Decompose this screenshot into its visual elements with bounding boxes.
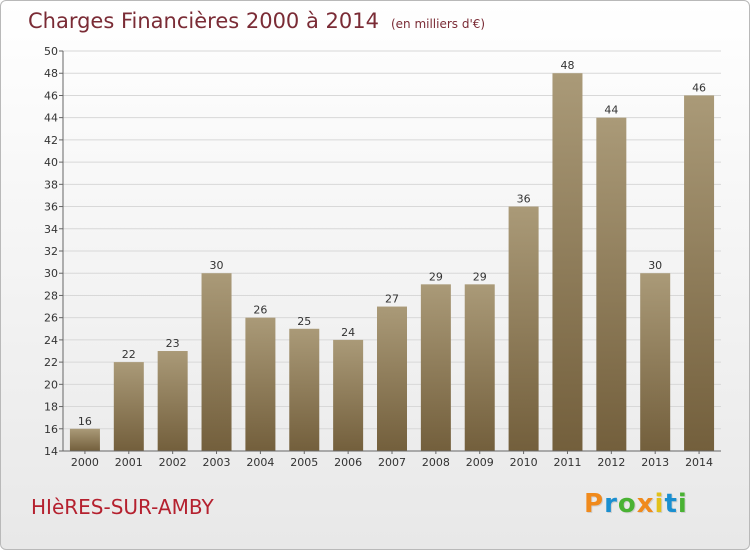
data-label: 22 — [122, 348, 136, 361]
y-tick-label: 28 — [44, 289, 58, 302]
y-tick-label: 50 — [44, 45, 58, 58]
bars — [69, 73, 715, 452]
y-tick-label: 30 — [44, 267, 58, 280]
x-tick-label: 2000 — [71, 456, 99, 469]
y-tick-label: 48 — [44, 67, 58, 80]
axes — [59, 50, 721, 454]
data-label: 16 — [78, 415, 92, 428]
y-tick-label: 42 — [44, 134, 58, 147]
x-tick-label: 2003 — [203, 456, 231, 469]
data-label: 27 — [385, 293, 399, 306]
logo-letter: r — [604, 489, 618, 519]
data-label: 30 — [210, 259, 224, 272]
logo-letter: i — [677, 489, 688, 519]
data-label: 29 — [429, 270, 443, 283]
bar — [69, 428, 100, 451]
bar — [464, 284, 495, 451]
bar — [157, 351, 188, 451]
bar — [420, 284, 451, 451]
x-tick-label: 2012 — [597, 456, 625, 469]
x-tick-label: 2014 — [685, 456, 713, 469]
chart-unit: (en milliers d'€) — [390, 17, 486, 31]
x-tick-label: 2005 — [290, 456, 318, 469]
commune-name: HIèRES-SUR-AMBY — [31, 495, 214, 519]
y-tick-label: 44 — [44, 112, 58, 125]
logo-letter: o — [617, 489, 637, 519]
x-tick-label: 2009 — [466, 456, 494, 469]
logo-letter: i — [654, 489, 665, 519]
x-tick-label: 2004 — [246, 456, 274, 469]
data-label: 30 — [648, 259, 662, 272]
x-tick-label: 2007 — [378, 456, 406, 469]
data-label: 44 — [604, 104, 618, 117]
bar — [289, 328, 320, 451]
proxiti-logo: Proxiti — [584, 489, 688, 519]
bar — [377, 306, 407, 451]
y-tick-label: 32 — [44, 245, 58, 258]
logo-letter: x — [636, 489, 655, 519]
x-tick-label: 2010 — [510, 456, 538, 469]
logo-letter: t — [664, 489, 678, 519]
y-tick-label: 24 — [44, 334, 58, 347]
bar — [508, 206, 539, 451]
y-tick-label: 26 — [44, 312, 58, 325]
x-tick-label: 2006 — [334, 456, 362, 469]
bar — [113, 362, 144, 451]
bar — [552, 73, 583, 451]
y-tick-label: 38 — [44, 178, 58, 191]
data-label: 24 — [341, 326, 355, 339]
y-tick-label: 22 — [44, 356, 58, 369]
data-label: 26 — [253, 304, 267, 317]
bar — [596, 117, 627, 452]
logo-letter: P — [584, 489, 605, 519]
data-label: 48 — [560, 59, 574, 72]
data-label: 29 — [473, 270, 487, 283]
bar — [684, 95, 715, 451]
bar — [333, 339, 364, 451]
x-tick-label: 2001 — [115, 456, 143, 469]
x-tick-label: 2011 — [553, 456, 581, 469]
bar — [201, 273, 232, 451]
data-label: 25 — [297, 315, 311, 328]
y-tick-label: 16 — [44, 423, 58, 436]
x-tick-label: 2008 — [422, 456, 450, 469]
data-label: 23 — [166, 337, 180, 350]
y-tick-label: 20 — [44, 378, 58, 391]
chart-title-text: Charges Financières 2000 à 2014 — [28, 9, 379, 33]
bar — [640, 273, 671, 451]
x-tick-label: 2002 — [159, 456, 187, 469]
bar — [245, 317, 276, 451]
y-tick-label: 34 — [44, 223, 58, 236]
labels: 14 16 18 20 22 24 26 28 30 32 34 36 38 40 42 44 46 48 50 16… — [44, 45, 713, 469]
y-tick-label: 40 — [44, 156, 58, 169]
y-tick-label: 36 — [44, 201, 58, 214]
chart-title: Charges Financières 2000 à 2014 (en milli… — [28, 9, 485, 33]
y-tick-label: 14 — [44, 445, 58, 458]
y-tick-label: 18 — [44, 401, 58, 414]
x-tick-label: 2013 — [641, 456, 669, 469]
y-tick-label: 46 — [44, 89, 58, 102]
data-label: 46 — [692, 81, 706, 94]
data-label: 36 — [517, 193, 531, 206]
